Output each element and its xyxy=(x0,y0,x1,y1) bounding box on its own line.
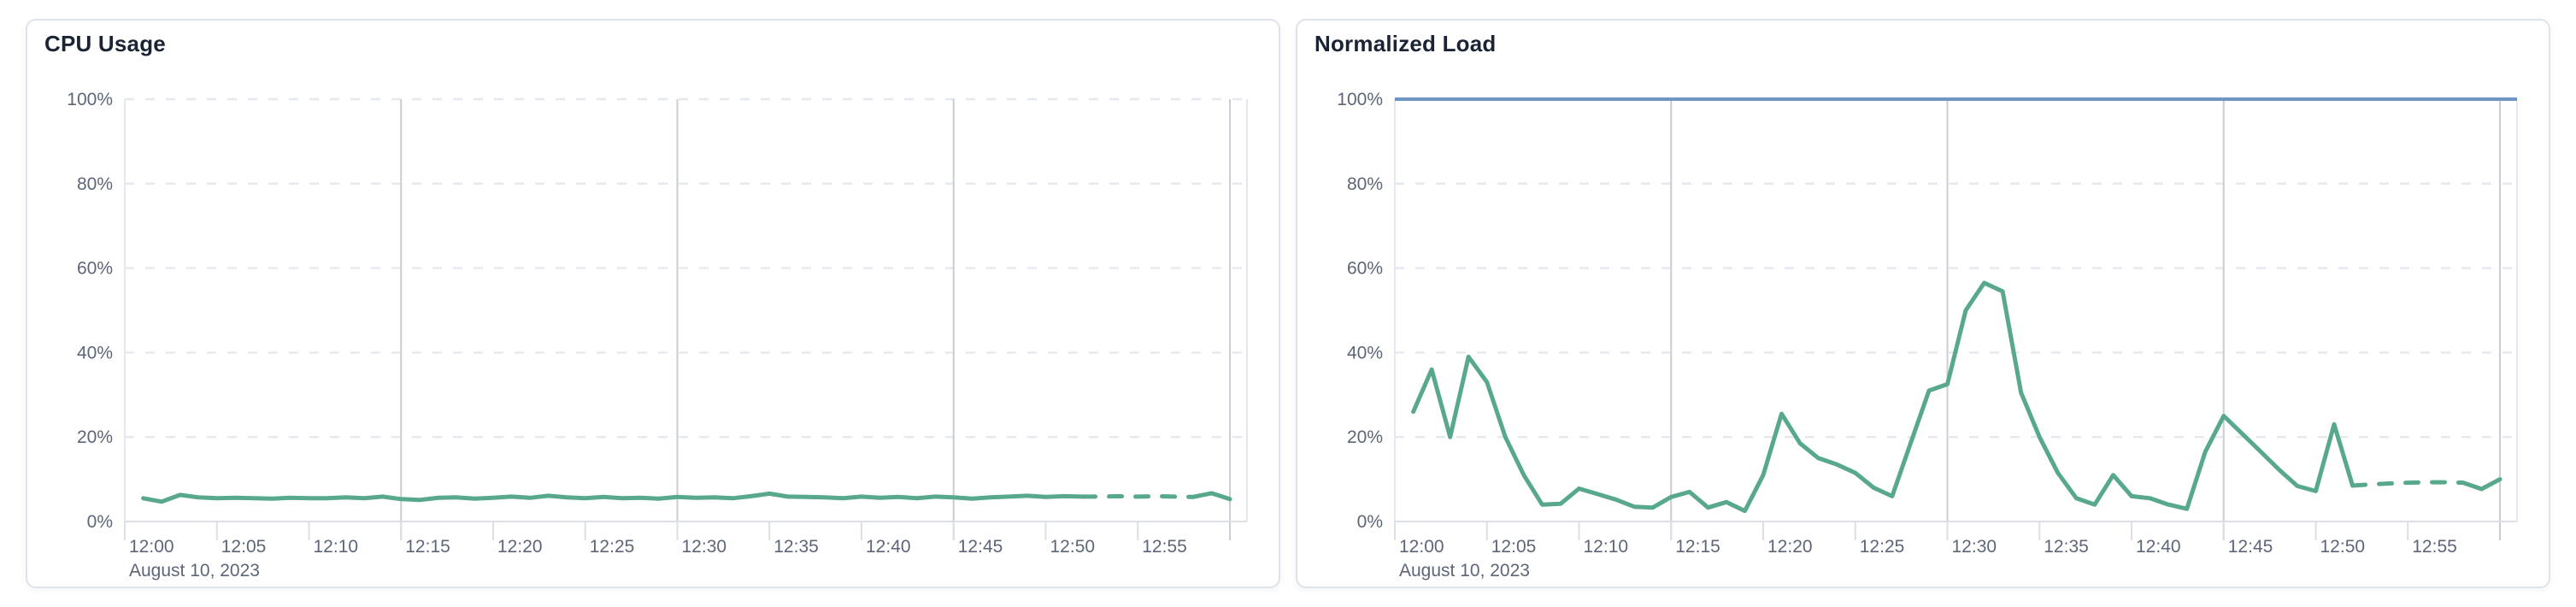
x-axis-label: 12:45 xyxy=(958,537,1003,557)
x-axis-label: 12:40 xyxy=(2136,537,2181,557)
x-axis-label: 12:35 xyxy=(773,537,819,557)
y-axis-label: 40% xyxy=(1347,343,1383,362)
x-axis-label: 12:50 xyxy=(1050,537,1096,557)
normalized-load-line-tail xyxy=(2461,477,2502,492)
x-axis-label: 12:05 xyxy=(221,537,267,557)
x-axis-label: 12:20 xyxy=(1767,537,1813,557)
y-axis-label: 100% xyxy=(67,90,113,109)
x-axis-label: 12:15 xyxy=(405,537,450,557)
y-axis-label: 0% xyxy=(1357,512,1383,532)
cpu-usage-chart-title: CPU Usage xyxy=(44,31,166,56)
x-axis-label: 12:30 xyxy=(682,537,727,557)
normalized-load-line-solid xyxy=(1411,280,2355,514)
x-axis-label: 12:50 xyxy=(2320,537,2366,557)
y-axis-label: 40% xyxy=(77,343,113,362)
x-axis-label: 12:20 xyxy=(497,537,543,557)
x-axis-label: 12:00 xyxy=(129,537,174,557)
cpu-usage-card: CPU Usage 100% 80% 60% 40% 20% 0% 12:00 12:05 12… xyxy=(26,19,1280,588)
x-axis-label: 12:00 xyxy=(1399,537,1444,557)
cpu-usage-chart[interactable]: 100% 80% 60% 40% 20% 0% 12:00 12:05 12:10 12:15 12… xyxy=(27,21,1279,586)
y-axis-label: 60% xyxy=(77,259,113,279)
normalized-load-line-dashed-projection xyxy=(2350,480,2466,488)
x-axis-label: 12:10 xyxy=(1584,537,1629,557)
x-axis-label: 12:15 xyxy=(1675,537,1720,557)
normalized-load-chart-title: Normalized Load xyxy=(1314,31,1497,56)
x-axis-label: 12:55 xyxy=(2412,537,2457,557)
x-axis-label: 12:35 xyxy=(2044,537,2089,557)
x-axis-label: 12:30 xyxy=(1952,537,1997,557)
x-axis-label: 12:05 xyxy=(1491,537,1537,557)
y-axis-label: 20% xyxy=(77,427,113,447)
x-axis-label: 12:40 xyxy=(866,537,911,557)
x-axis-label: 12:25 xyxy=(1860,537,1905,557)
y-axis-label: 0% xyxy=(87,512,113,532)
x-axis-label: 12:45 xyxy=(2228,537,2273,557)
y-axis-label: 80% xyxy=(77,174,113,194)
x-axis-label: 12:55 xyxy=(1142,537,1187,557)
y-axis-label: 20% xyxy=(1347,427,1383,447)
y-axis-label: 80% xyxy=(1347,174,1383,194)
x-axis-date-label: August 10, 2023 xyxy=(1399,561,1530,580)
x-axis-date-label: August 10, 2023 xyxy=(129,561,260,580)
x-axis-label: 12:25 xyxy=(590,537,635,557)
y-axis-label: 100% xyxy=(1337,90,1383,109)
y-axis-label: 60% xyxy=(1347,259,1383,279)
normalized-load-chart[interactable]: 100% 80% 60% 40% 20% 0% 12:00 12:05 12:10 12:15 12… xyxy=(1297,21,2549,586)
cpu-usage-line-solid xyxy=(141,491,1085,504)
normalized-load-card: Normalized Load 100% 80% 60% 40% 20% 0% 12:00 1… xyxy=(1296,19,2550,588)
cpu-usage-line-tail xyxy=(1191,491,1232,502)
x-axis-label: 12:10 xyxy=(314,537,359,557)
cpu-usage-line-dashed-projection xyxy=(1080,493,1196,499)
